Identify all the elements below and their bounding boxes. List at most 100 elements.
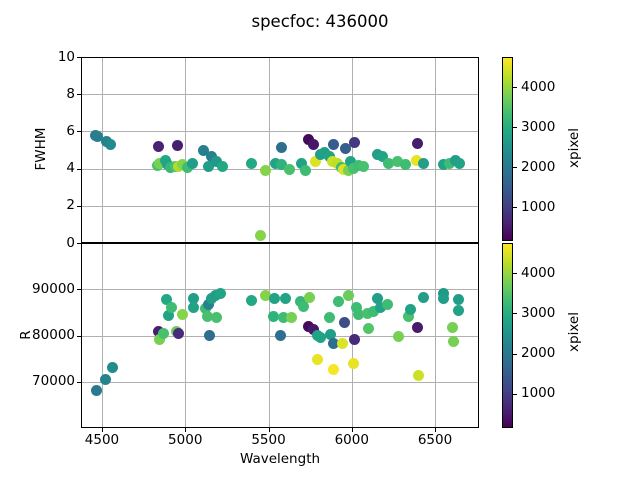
- scatter-point: [413, 370, 425, 382]
- scatter-point: [349, 137, 361, 149]
- scatter-point: [254, 230, 266, 242]
- scatter-point: [417, 157, 429, 169]
- y-tick-mark: [77, 381, 81, 383]
- scatter-point: [383, 157, 395, 169]
- y-tick-mark: [77, 205, 81, 207]
- scatter-point: [307, 323, 319, 335]
- scatter-point: [443, 157, 455, 169]
- scatter-point: [447, 321, 459, 333]
- scatter-point: [438, 293, 450, 304]
- x-gridline: [101, 57, 103, 243]
- scatter-point: [403, 311, 415, 323]
- scatter-point: [412, 321, 424, 333]
- scatter-point: [315, 331, 327, 343]
- scatter-point: [437, 159, 449, 171]
- scatter-point: [375, 302, 387, 314]
- scatter-point: [285, 311, 297, 323]
- scatter-point: [358, 161, 370, 173]
- y-tick-label: 90000: [32, 280, 75, 297]
- y-tick-mark: [77, 168, 81, 170]
- scatter-point: [452, 293, 464, 305]
- scatter-point: [327, 337, 339, 349]
- scatter-point: [343, 289, 355, 301]
- y-gridline: [81, 381, 479, 383]
- y-tick-label: 0: [66, 234, 75, 251]
- r-colorbar-label: xpixel: [566, 312, 582, 352]
- y-tick-label: 10: [57, 48, 75, 65]
- scatter-point: [198, 145, 210, 157]
- scatter-point: [187, 157, 199, 169]
- y-gridline: [81, 94, 479, 96]
- x-gridline: [185, 57, 187, 243]
- y-gridline: [81, 289, 479, 291]
- y-tick-mark: [77, 94, 81, 96]
- scatter-point: [298, 300, 310, 312]
- scatter-point: [351, 302, 363, 314]
- x-axis-label: Wavelength: [239, 451, 321, 467]
- scatter-point: [188, 302, 200, 314]
- scatter-point: [376, 151, 388, 162]
- scatter-point: [166, 302, 178, 314]
- r-plot-area: [81, 243, 479, 428]
- colorbar-tick-label: 3000: [521, 304, 556, 321]
- x-tick-mark: [185, 428, 187, 432]
- scatter-point: [333, 295, 345, 307]
- scatter-point: [171, 139, 183, 151]
- scatter-point: [307, 138, 319, 150]
- colorbar-tick-mark: [513, 127, 517, 128]
- y-tick-mark: [77, 335, 81, 337]
- scatter-point: [181, 162, 193, 174]
- x-tick-label: 6500: [417, 432, 453, 448]
- scatter-point: [348, 358, 360, 370]
- x-tick-mark: [435, 428, 437, 432]
- scatter-point: [362, 307, 374, 319]
- scatter-point: [452, 305, 464, 317]
- scatter-point: [157, 327, 169, 339]
- scatter-point: [325, 329, 337, 341]
- scatter-point: [312, 353, 324, 365]
- colorbar-tick-label: 1000: [521, 385, 556, 402]
- scatter-point: [410, 154, 422, 166]
- x-tick-label: 6000: [334, 432, 369, 448]
- scatter-point: [299, 164, 311, 176]
- scatter-point: [173, 328, 185, 340]
- scatter-point: [259, 164, 271, 176]
- scatter-point: [274, 330, 286, 341]
- y-gridline: [81, 131, 479, 133]
- fwhm-colorbar: [502, 57, 513, 241]
- colorbar-tick-mark: [513, 167, 517, 168]
- scatter-point: [339, 142, 351, 154]
- colorbar-tick-mark: [513, 207, 517, 208]
- scatter-point: [215, 287, 227, 299]
- scatter-point: [259, 290, 271, 302]
- scatter-point: [153, 157, 165, 169]
- scatter-point: [412, 137, 424, 149]
- scatter-point: [152, 140, 164, 152]
- x-tick-label: 4500: [84, 432, 120, 448]
- scatter-point: [105, 138, 117, 150]
- x-gridline: [268, 57, 270, 243]
- scatter-point: [323, 312, 335, 324]
- scatter-point: [309, 155, 321, 167]
- scatter-point: [296, 157, 308, 169]
- y-tick-label: 8: [66, 85, 75, 102]
- scatter-point: [203, 330, 215, 342]
- scatter-point: [276, 159, 288, 171]
- scatter-point: [417, 291, 429, 303]
- scatter-point: [353, 308, 365, 320]
- scatter-point: [91, 385, 103, 397]
- r-colorbar: [502, 243, 513, 428]
- scatter-point: [362, 322, 374, 334]
- scatter-point: [454, 158, 466, 170]
- scatter-point: [107, 361, 119, 373]
- x-tick-mark: [268, 428, 270, 432]
- scatter-point: [328, 364, 340, 376]
- y-tick-mark: [77, 131, 81, 133]
- scatter-point: [339, 316, 351, 328]
- scatter-point: [205, 151, 217, 162]
- scatter-point: [202, 298, 214, 310]
- figure-title: specfoc: 436000: [251, 12, 389, 31]
- x-tick-mark: [351, 428, 353, 432]
- scatter-point: [303, 291, 315, 303]
- colorbar-tick-label: 3000: [521, 118, 556, 135]
